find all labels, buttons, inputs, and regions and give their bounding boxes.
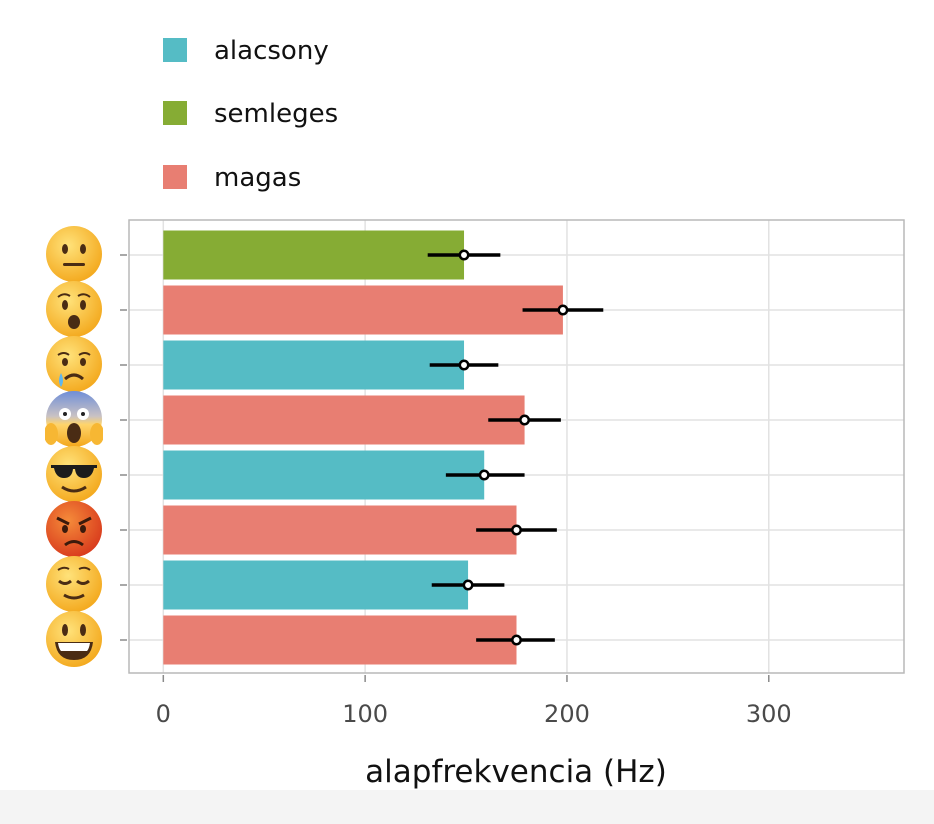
point-estimate — [519, 414, 531, 426]
sad-relieved-face-emoji — [45, 335, 103, 393]
legend-label-alacsony: alacsony — [214, 36, 329, 66]
point-estimate — [458, 249, 470, 261]
point-estimate — [462, 579, 474, 591]
point-estimate — [557, 304, 569, 316]
x-tick-label: 200 — [544, 700, 590, 728]
point-estimate — [478, 469, 490, 481]
bar-semleges — [163, 230, 465, 280]
sunglasses-face-emoji — [45, 445, 103, 503]
x-tick-label: 0 — [156, 700, 171, 728]
x-tick-label: 300 — [746, 700, 792, 728]
bar-magas — [163, 505, 517, 555]
bar-alacsony — [163, 560, 469, 610]
legend-label-semleges: semleges — [214, 99, 339, 129]
angry-face-emoji — [45, 500, 103, 558]
point-estimate — [511, 524, 522, 536]
screaming-in-fear-emoji — [44, 390, 104, 448]
x-axis-label: alapfrekvencia (Hz) — [365, 754, 667, 790]
neutral-face-emoji — [45, 225, 103, 283]
bar-magas — [163, 615, 517, 665]
relieved-face-emoji — [45, 555, 103, 613]
grinning-face-emoji — [45, 610, 103, 668]
bar-magas — [163, 395, 525, 445]
point-estimate — [511, 634, 522, 646]
bar-magas — [163, 285, 563, 335]
hushed-face-emoji — [45, 280, 103, 338]
legend-swatch-magas — [163, 165, 187, 189]
plot-border — [128, 219, 905, 674]
point-estimate — [458, 359, 470, 371]
x-tick-label: 100 — [342, 700, 388, 728]
bar-alacsony — [163, 340, 465, 390]
legend-swatch-semleges — [163, 101, 187, 125]
chart-figure: alacsony semleges magas 0 100 200 300 alapfr… — [44, 36, 905, 790]
bar-alacsony — [163, 450, 485, 500]
legend-label-magas: magas — [214, 163, 302, 193]
legend-swatch-alacsony — [163, 38, 187, 62]
bar-chart: 0 100 200 300 alapfrekvencia (Hz) — [120, 219, 905, 790]
footer-band — [0, 790, 934, 824]
